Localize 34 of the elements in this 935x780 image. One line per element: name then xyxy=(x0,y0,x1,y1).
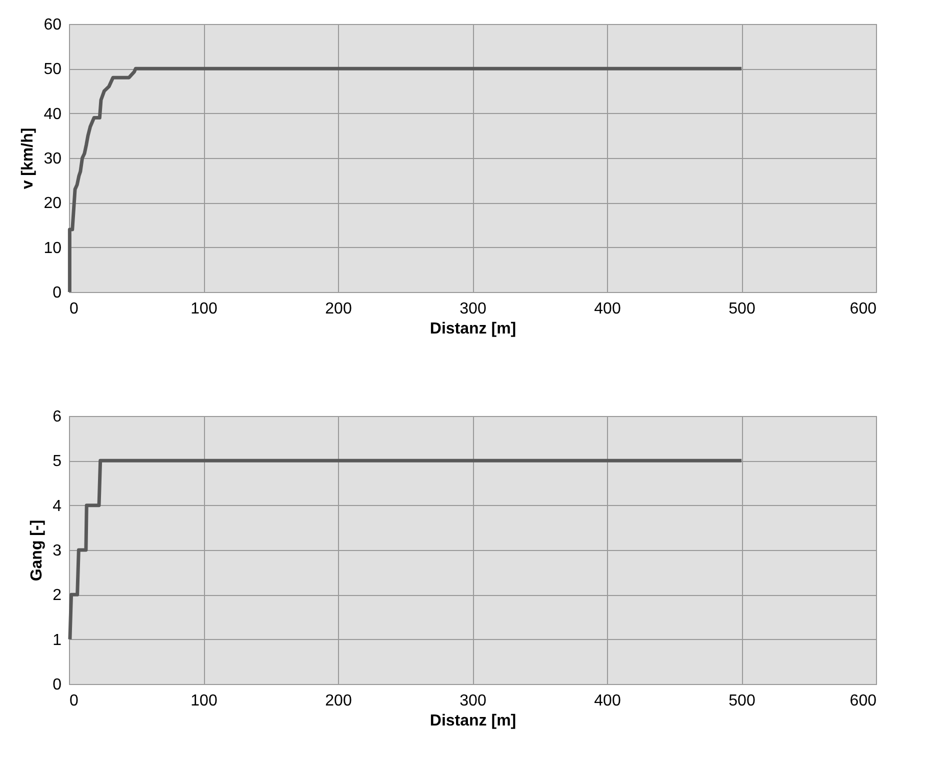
y-tick-label: 60 xyxy=(44,16,62,34)
x-tick-label: 100 xyxy=(190,300,218,318)
x-tick-label: 600 xyxy=(850,692,877,710)
x-tick-label: 400 xyxy=(594,692,621,710)
y-axis-title: Gang [-] xyxy=(28,520,46,582)
y-tick-label: 5 xyxy=(52,453,62,470)
x-axis-title: Distanz [m] xyxy=(430,712,516,730)
y-tick-label: 50 xyxy=(44,61,62,78)
line-series xyxy=(68,66,744,294)
y-tick-label: 1 xyxy=(52,632,62,649)
y-axis-title: v [km/h] xyxy=(20,128,37,190)
x-tick-label: 0 xyxy=(70,300,78,318)
y-tick-label: 20 xyxy=(44,195,62,212)
y-tick-label: 0 xyxy=(52,676,62,694)
y-tick-label: 30 xyxy=(44,150,62,168)
x-tick-label: 300 xyxy=(460,692,486,710)
y-tick-label: 0 xyxy=(52,284,62,302)
y-tick-label: 4 xyxy=(52,498,62,515)
x-tick-label: 500 xyxy=(728,692,756,710)
y-tick-label: 10 xyxy=(44,240,62,257)
x-tick-label: 0 xyxy=(70,692,78,710)
y-tick-label: 3 xyxy=(52,542,62,560)
x-tick-label: 200 xyxy=(325,692,352,710)
y-tick-label: 6 xyxy=(52,408,62,426)
x-tick-label: 100 xyxy=(190,692,218,710)
line-series xyxy=(68,458,744,642)
x-tick-label: 300 xyxy=(460,300,486,318)
x-tick-label: 400 xyxy=(594,300,621,318)
y-tick-label: 2 xyxy=(52,587,62,604)
x-axis-title: Distanz [m] xyxy=(430,320,516,338)
x-tick-label: 600 xyxy=(850,300,877,318)
x-tick-label: 200 xyxy=(325,300,352,318)
x-tick-label: 500 xyxy=(728,300,756,318)
y-tick-label: 40 xyxy=(44,106,62,123)
